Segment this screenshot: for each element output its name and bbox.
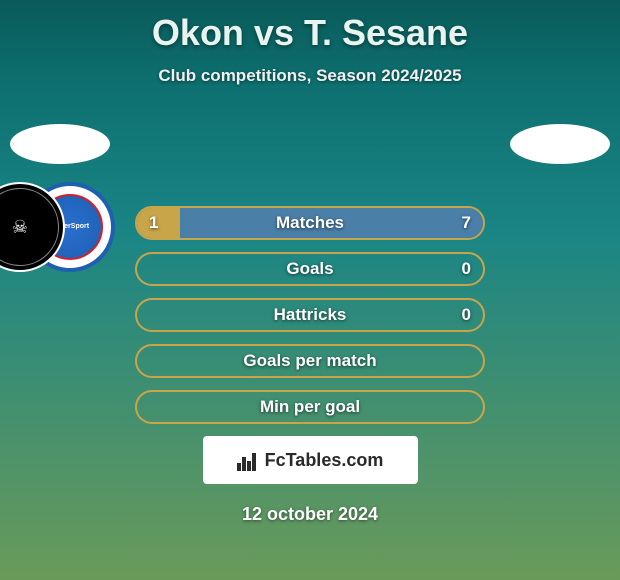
player-avatar-right xyxy=(510,124,610,164)
page-subtitle: Club competitions, Season 2024/2025 xyxy=(0,66,620,86)
stat-label: Hattricks xyxy=(274,305,347,325)
stat-row: 0 Goals xyxy=(135,252,485,286)
stat-value-right: 0 xyxy=(462,305,471,325)
stat-value-right: 7 xyxy=(462,213,471,233)
stat-label: Min per goal xyxy=(260,397,360,417)
stat-fill-left xyxy=(137,208,180,238)
stat-row: 1 7 Matches xyxy=(135,206,485,240)
stat-label: Matches xyxy=(276,213,344,233)
player-avatar-left xyxy=(10,124,110,164)
comparison-content: SuperSport ☠ 17Matches0Goals0HattricksGo… xyxy=(0,116,620,525)
stat-label: Goals xyxy=(286,259,333,279)
stat-row: 0 Hattricks xyxy=(135,298,485,332)
branding-badge: FcTables.com xyxy=(203,436,418,484)
stat-value-left: 1 xyxy=(149,213,158,233)
page-title: Okon vs T. Sesane xyxy=(0,0,620,54)
stat-label: Goals per match xyxy=(243,351,376,371)
skull-icon: ☠ xyxy=(12,217,28,238)
stats-container: 1 7 Matches 0 Goals 0 Hattricks Goals per match… xyxy=(135,206,485,424)
branding-text: FcTables.com xyxy=(265,450,384,471)
chart-icon xyxy=(237,449,259,471)
comparison-date: 12 october 2024 xyxy=(0,504,620,525)
stat-row: Min per goal xyxy=(135,390,485,424)
stat-row: Goals per match xyxy=(135,344,485,378)
stat-value-right: 0 xyxy=(462,259,471,279)
